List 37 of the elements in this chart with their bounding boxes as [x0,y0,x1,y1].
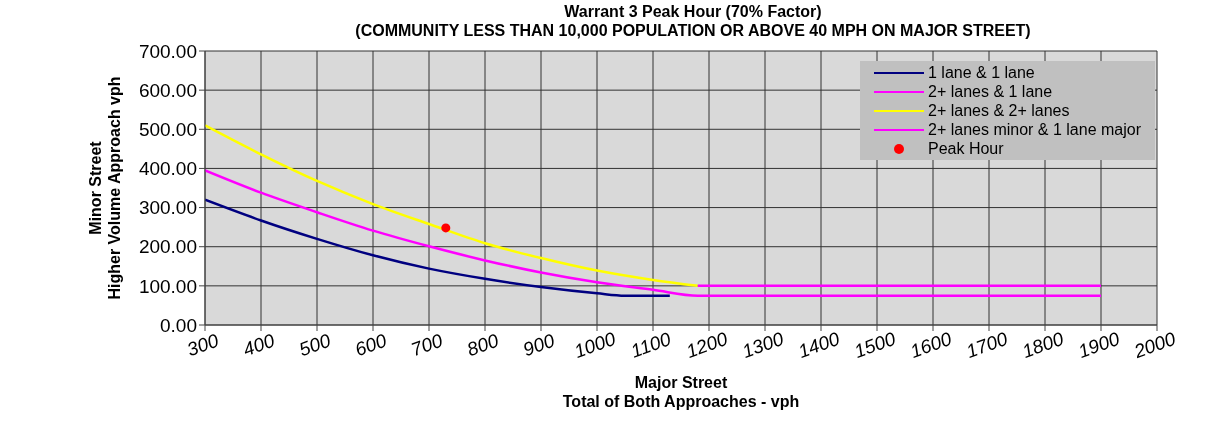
y-tick-label: 500.00 [138,119,197,141]
x-tick-label: 900 [520,329,558,361]
x-tick-label: 800 [464,329,502,361]
y-tick-label: 300.00 [138,197,197,219]
legend-label: Peak Hour [928,139,1004,158]
x-tick-label: 1300 [739,327,787,362]
chart-title: Warrant 3 Peak Hour (70% Factor) [563,2,823,21]
line-series [205,124,700,288]
x-tick-label: 500 [296,329,334,361]
x-tick-label: 2000 [1130,327,1179,363]
x-tick-label: 700 [408,329,446,361]
y-tick-label: 200.00 [138,236,197,258]
x-tick-label: 1500 [851,327,899,362]
line-series [205,169,1103,297]
legend-label: 1 lane & 1 lane [928,63,1035,82]
x-tick-label: 400 [240,329,278,361]
y-axis-title: Minor Street Higher Volume Approach vph [87,76,123,300]
chart-subtitle: (COMMUNITY LESS THAN 10,000 POPULATION OR ABOVE 40 MPH ON MAJOR STREET) [354,21,1032,40]
x-tick-label: 1600 [907,327,955,362]
y-tick-label: 400.00 [138,158,197,180]
x-tick-label: 1400 [795,327,843,362]
y-tick-label: 100.00 [138,275,197,297]
x-tick-label: 1700 [963,327,1011,362]
legend-label: 2+ lanes minor & 1 lane major [928,120,1141,139]
legend-label: 2+ lanes & 1 lane [928,82,1053,101]
line-series [205,198,672,297]
x-tick-label: 1200 [683,327,731,362]
y-tick-label: 0.00 [160,314,197,336]
x-tick-label: 1900 [1075,327,1123,362]
x-tick-label: 1000 [571,327,619,362]
legend-label: 2+ lanes & 2+ lanes [928,101,1070,120]
x-axis-title: Major Street Total of Both Approaches - vph [562,374,800,410]
x-tick-label: 1800 [1019,327,1067,362]
x-tick-label: 1100 [627,327,674,362]
x-tick-label: 600 [352,329,390,361]
y-tick-label: 700.00 [138,40,197,62]
y-tick-label: 600.00 [138,79,197,101]
